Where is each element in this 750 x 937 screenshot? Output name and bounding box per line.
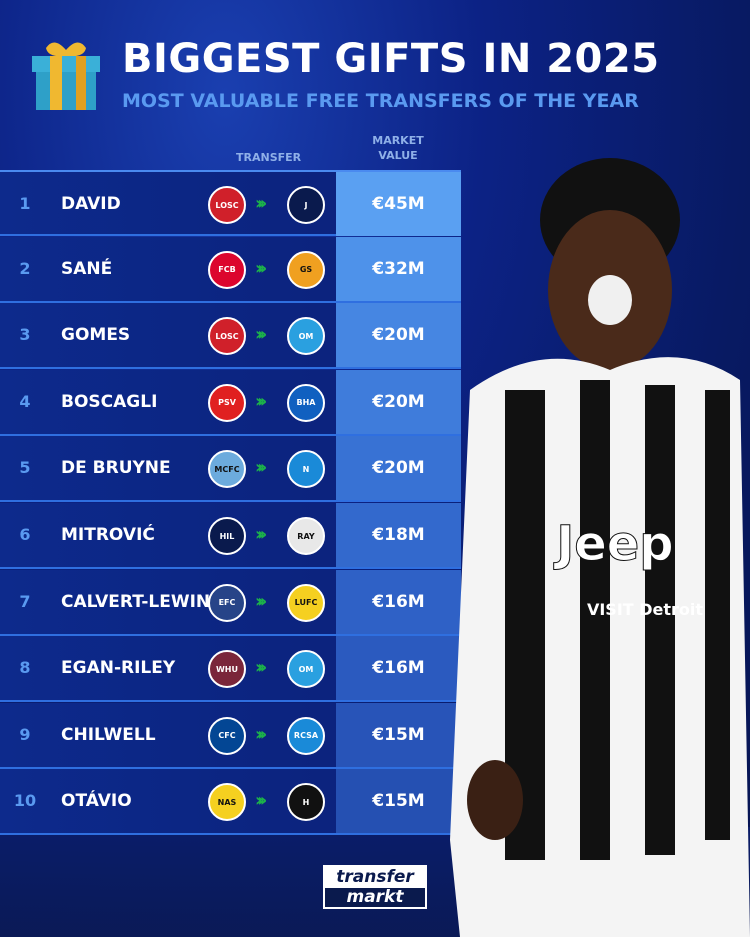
market-value: €20M [336, 303, 461, 368]
from-club-logo-icon: NAS [208, 783, 246, 822]
from-club-logo-icon: LOSC [208, 186, 246, 224]
from-club-logo-icon: EFC [208, 583, 246, 622]
table-row: 8 EGAN-RILEY WHU ››› OM €16M [0, 636, 461, 703]
table-row: 10 OTÁVIO NAS ››› H €15M [0, 769, 461, 836]
gift-icon [32, 42, 100, 110]
market-value: €15M [336, 702, 461, 767]
jersey-sleeve-text: VISIT Detroit [587, 600, 703, 619]
to-club-logo-icon: LUFC [287, 583, 325, 622]
jersey-sponsor: Jeep [553, 516, 673, 572]
double-chevron-right-icon: ››› [255, 457, 267, 479]
from-club-logo-icon: HIL [208, 517, 246, 555]
to-club-logo-icon: GS [287, 250, 325, 289]
double-chevron-right-icon: ››› [255, 193, 267, 214]
value-label: VALUE [378, 149, 418, 162]
player-name: DE BRUYNE [61, 458, 171, 479]
market-value: €20M [336, 436, 461, 501]
market-label: MARKET [372, 134, 424, 147]
table-row: 3 GOMES LOSC ››› OM €20M [0, 303, 461, 370]
double-chevron-right-icon: ››› [255, 524, 267, 545]
table-row: 7 CALVERT-LEWIN EFC ››› LUFC €16M [0, 569, 461, 636]
player-name: BOSCAGLI [61, 391, 158, 412]
to-club-logo-icon: RCSA [287, 716, 325, 755]
rank: 1 [19, 194, 31, 213]
market-value: €20M [336, 369, 461, 434]
from-club-logo-icon: PSV [208, 383, 246, 422]
table-row: 2 SANÉ FCB ››› GS €32M [0, 236, 461, 303]
rank: 3 [19, 325, 31, 345]
to-club-logo-icon: OM [287, 317, 325, 356]
table-row: 6 MITROVIĆ HIL ››› RAY €18M [0, 503, 461, 569]
market-value: €16M [336, 569, 461, 634]
rank: 5 [19, 458, 31, 478]
double-chevron-right-icon: ››› [255, 390, 267, 412]
page-subtitle: MOST VALUABLE FREE TRANSFERS OF THE YEAR [122, 90, 639, 112]
rank: 8 [19, 658, 31, 678]
transfermarkt-logo: transfer markt [323, 865, 427, 909]
to-club-logo-icon: J [287, 186, 325, 224]
rank: 10 [13, 791, 37, 811]
from-club-logo-icon: LOSC [208, 317, 246, 356]
from-club-logo-icon: CFC [208, 716, 246, 755]
market-value: €45M [336, 172, 461, 236]
rank: 4 [19, 391, 31, 411]
page-title: BIGGEST GIFTS IN 2025 [122, 36, 660, 82]
rank: 6 [19, 525, 31, 544]
table-row: 1 DAVID LOSC ››› J €45M [0, 170, 461, 236]
table-row: 9 CHILWELL CFC ››› RCSA €15M [0, 702, 461, 769]
player-name: CHILWELL [61, 724, 156, 745]
player-name: MITROVIĆ [61, 525, 155, 545]
column-header-market-value: MARKET VALUE [336, 133, 460, 163]
double-chevron-right-icon: ››› [255, 257, 267, 279]
rank: 2 [19, 258, 31, 278]
to-club-logo-icon: OM [287, 650, 325, 689]
from-club-logo-icon: FCB [208, 250, 246, 289]
to-club-logo-icon: N [287, 450, 325, 489]
to-club-logo-icon: H [287, 783, 325, 822]
double-chevron-right-icon: ››› [255, 590, 267, 612]
double-chevron-right-icon: ››› [255, 723, 267, 745]
table-row: 5 DE BRUYNE MCFC ››› N €20M [0, 436, 461, 503]
market-value: €18M [336, 503, 461, 567]
player-name: CALVERT-LEWIN [61, 591, 211, 612]
double-chevron-right-icon: ››› [255, 324, 267, 346]
to-club-logo-icon: BHA [287, 383, 325, 422]
column-header-transfer: TRANSFER [236, 151, 302, 164]
player-name: DAVID [61, 194, 121, 214]
player-name: SANÉ [61, 258, 113, 279]
market-value: €15M [336, 769, 461, 834]
table-row: 4 BOSCAGLI PSV ››› BHA €20M [0, 369, 461, 436]
double-chevron-right-icon: ››› [255, 657, 267, 679]
player-name: EGAN-RILEY [61, 658, 176, 679]
player-name: OTÁVIO [61, 791, 132, 812]
logo-line-1: transfer [325, 867, 425, 888]
from-club-logo-icon: MCFC [208, 450, 246, 489]
market-value: €32M [336, 236, 461, 301]
market-value: €16M [336, 636, 461, 701]
player-name: GOMES [61, 325, 131, 346]
double-chevron-right-icon: ››› [255, 790, 267, 812]
rank: 9 [19, 724, 31, 744]
player-photo: Jeep VISIT Detroit [450, 158, 750, 937]
from-club-logo-icon: WHU [208, 650, 246, 689]
logo-line-2: markt [346, 887, 404, 907]
to-club-logo-icon: RAY [287, 517, 325, 555]
rank: 7 [19, 591, 31, 611]
